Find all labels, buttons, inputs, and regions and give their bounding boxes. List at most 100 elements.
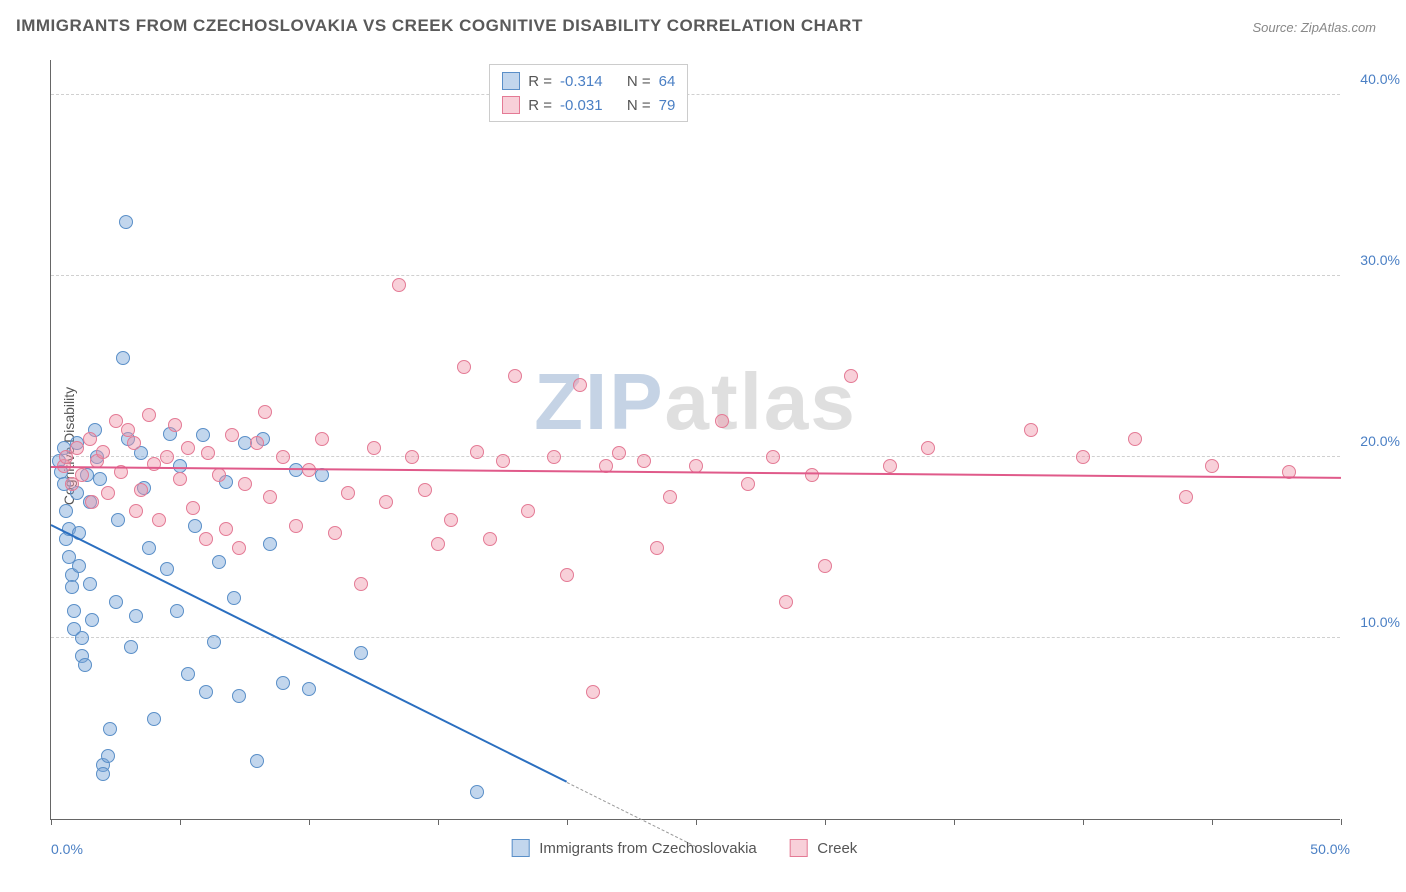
data-point [238,436,252,450]
data-point [160,450,174,464]
data-point [232,541,246,555]
data-point [101,486,115,500]
x-tick [1212,819,1213,825]
data-point [663,490,677,504]
data-point [127,436,141,450]
legend-r-label: R = [528,97,552,114]
data-point [715,414,729,428]
legend-series-label: Creek [817,840,857,857]
data-point [147,712,161,726]
y-tick-label: 20.0% [1345,433,1400,449]
x-tick-label-max: 50.0% [1310,841,1350,857]
data-point [142,408,156,422]
data-point [315,432,329,446]
legend-n-value: 64 [659,73,676,90]
legend-n-label: N = [627,97,651,114]
x-tick-label-min: 0.0% [51,841,83,857]
source-label: Source: ZipAtlas.com [1252,20,1376,35]
data-point [741,477,755,491]
data-point [103,722,117,736]
data-point [637,454,651,468]
data-point [483,532,497,546]
legend-stats: R =-0.314 N =64R =-0.031 N =79 [489,64,688,122]
data-point [72,559,86,573]
grid-line [51,637,1340,638]
data-point [188,519,202,533]
data-point [302,682,316,696]
data-point [1205,459,1219,473]
data-point [232,689,246,703]
data-point [59,504,73,518]
data-point [1179,490,1193,504]
data-point [147,457,161,471]
data-point [78,658,92,672]
data-point [341,486,355,500]
legend-swatch [789,839,807,857]
data-point [470,445,484,459]
y-tick-label: 10.0% [1345,614,1400,630]
data-point [258,405,272,419]
legend-swatch [502,72,520,90]
x-tick [1341,819,1342,825]
x-tick [567,819,568,825]
data-point [65,580,79,594]
data-point [83,432,97,446]
data-point [250,754,264,768]
data-point [276,676,290,690]
data-point [227,591,241,605]
data-point [508,369,522,383]
data-point [124,640,138,654]
data-point [85,613,99,627]
data-point [75,631,89,645]
data-point [779,595,793,609]
data-point [276,450,290,464]
data-point [109,414,123,428]
data-point [818,559,832,573]
data-point [1076,450,1090,464]
grid-line [51,456,1340,457]
data-point [152,513,166,527]
data-point [844,369,858,383]
data-point [93,472,107,486]
data-point [83,577,97,591]
legend-series-label: Immigrants from Czechoslovakia [539,840,757,857]
data-point [263,490,277,504]
data-point [101,749,115,763]
data-point [921,441,935,455]
data-point [238,477,252,491]
data-point [212,468,226,482]
data-point [129,609,143,623]
grid-line [51,94,1340,95]
legend-swatch [511,839,529,857]
data-point [457,360,471,374]
x-tick [438,819,439,825]
legend-n-label: N = [627,73,651,90]
data-point [70,441,84,455]
data-point [470,785,484,799]
x-tick [954,819,955,825]
data-point [379,495,393,509]
data-point [111,513,125,527]
data-point [116,351,130,365]
data-point [650,541,664,555]
legend-r-value: -0.031 [560,97,603,114]
data-point [225,428,239,442]
data-point [496,454,510,468]
watermark-atlas: atlas [665,357,857,446]
watermark-zip: ZIP [534,357,664,446]
data-point [181,667,195,681]
data-point [547,450,561,464]
data-point [119,215,133,229]
legend-stats-row: R =-0.314 N =64 [502,69,675,93]
data-point [354,577,368,591]
data-point [109,595,123,609]
data-point [129,504,143,518]
data-point [219,522,233,536]
data-point [560,568,574,582]
y-tick-label: 40.0% [1345,71,1400,87]
data-point [367,441,381,455]
data-point [766,450,780,464]
y-tick-label: 30.0% [1345,252,1400,268]
plot-area: ZIPatlas 10.0%20.0%30.0%40.0%0.0%50.0%R … [50,60,1340,820]
legend-r-label: R = [528,73,552,90]
